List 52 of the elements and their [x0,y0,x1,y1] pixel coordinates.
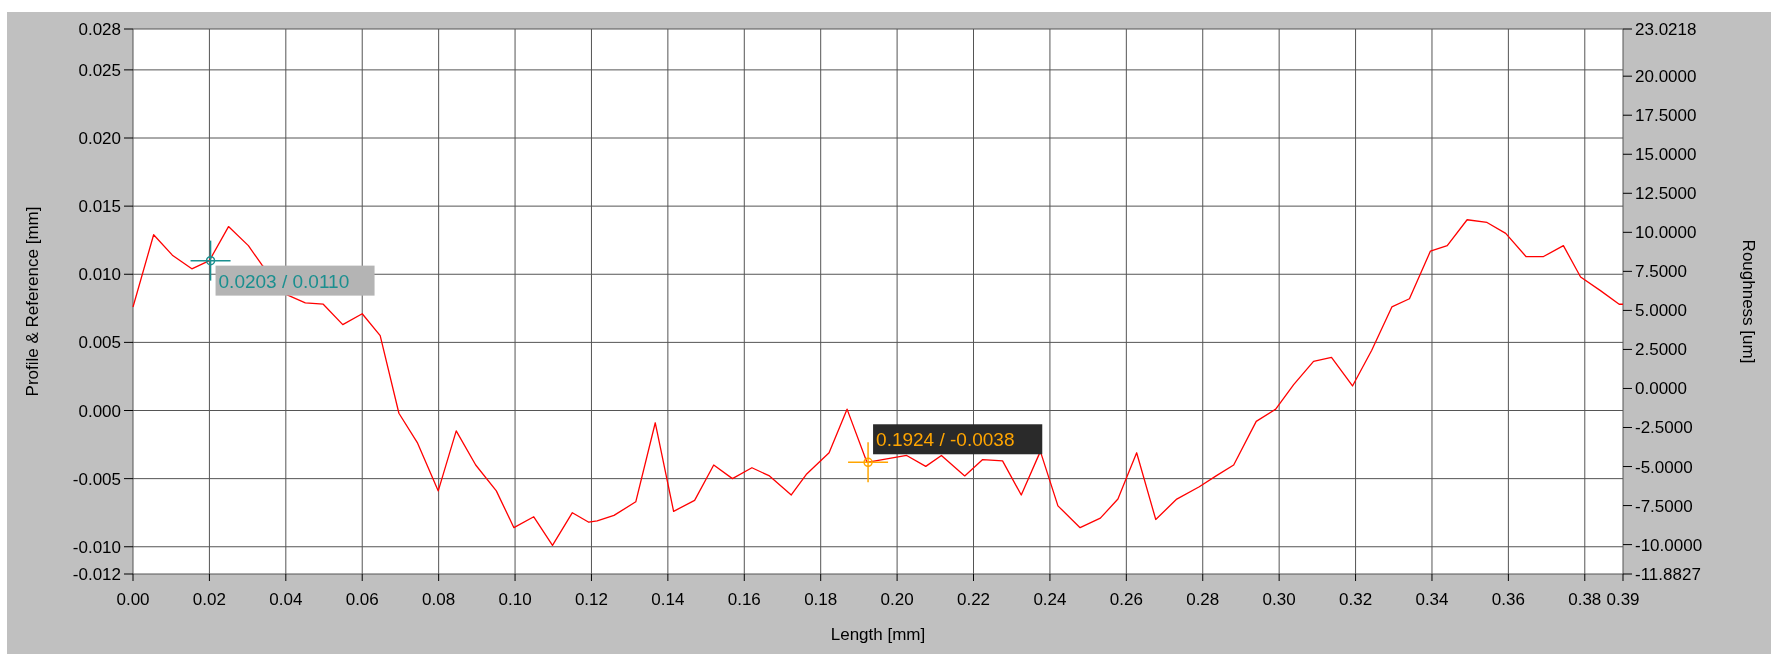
y2-tick-label: -2.5000 [1635,418,1693,438]
x-tick-label: 0.22 [956,590,991,609]
x-tick-label: 0.28 [1186,590,1220,609]
y-tick-label: -0.012 [72,565,121,584]
x-tick-label: 0.36 [1491,590,1525,609]
y2-tick-label: 17.5000 [1635,106,1697,126]
y-tick-label: 0.000 [78,401,121,421]
y2-tick-label: -11.8827 [1635,565,1701,584]
y-tick-label: -0.010 [72,537,121,557]
x-tick-label: 0.04 [269,590,303,609]
y-tick-label: 0.020 [78,129,121,148]
line-series [132,219,1624,547]
x-tick-label: 0.18 [804,590,838,609]
x-axis-title: Length [mm] [830,625,926,644]
y2-tick-label: 0.0000 [1635,379,1687,399]
y2-tick-label: -5.0000 [1635,457,1693,477]
x-tick-label: 0.08 [422,590,456,609]
y2-tick-label: 15.0000 [1635,145,1697,165]
x-tick-label: 0.10 [498,590,532,609]
y-tick-label: 0.028 [78,20,121,39]
x-tick-label: 0.14 [651,590,685,609]
y-tick-label: 0.025 [78,60,121,80]
y-tick-label: 0.015 [78,197,121,217]
y2-tick-label: 2.5000 [1635,340,1687,360]
y2-tick-label: 23.0218 [1635,20,1697,39]
y2-tick-label: 20.0000 [1635,67,1697,87]
x-tick-label: 0.38 [1568,590,1602,609]
y2-tick-label: 10.0000 [1635,223,1697,243]
x-tick-label: 0.39 [1606,590,1640,609]
y-tick-label: -0.005 [72,469,121,489]
x-tick-label: 0.32 [1339,590,1373,609]
y-tick-label: 0.005 [78,333,121,353]
x-tick-label: 0.00 [116,590,150,609]
x-tick-label: 0.12 [574,590,609,609]
x-tick-label: 0.30 [1262,590,1296,609]
x-tick-label: 0.02 [192,590,226,609]
y2-axis-title: Roughness [um] [1739,239,1758,364]
x-tick-label: 0.06 [345,590,379,609]
x-tick-label: 0.20 [880,590,914,609]
x-tick-label: 0.26 [1109,590,1143,609]
y-axis-title: Profile & Reference [mm] [23,206,42,397]
y2-tick-label: -7.5000 [1635,496,1693,516]
x-tick-label: 0.16 [727,590,761,609]
annotation: 0.0203 / 0.0110 [218,270,350,292]
annotation: 0.1924 / -0.0038 [876,429,1015,451]
y2-tick-label: 7.5000 [1635,262,1687,282]
y2-tick-label: 5.0000 [1635,301,1687,321]
y-tick-label: 0.010 [78,265,121,285]
x-tick-label: 0.34 [1415,590,1449,609]
y2-tick-label: -10.0000 [1635,535,1703,555]
x-tick-label: 0.24 [1033,590,1067,609]
y2-tick-label: 12.5000 [1635,184,1697,204]
